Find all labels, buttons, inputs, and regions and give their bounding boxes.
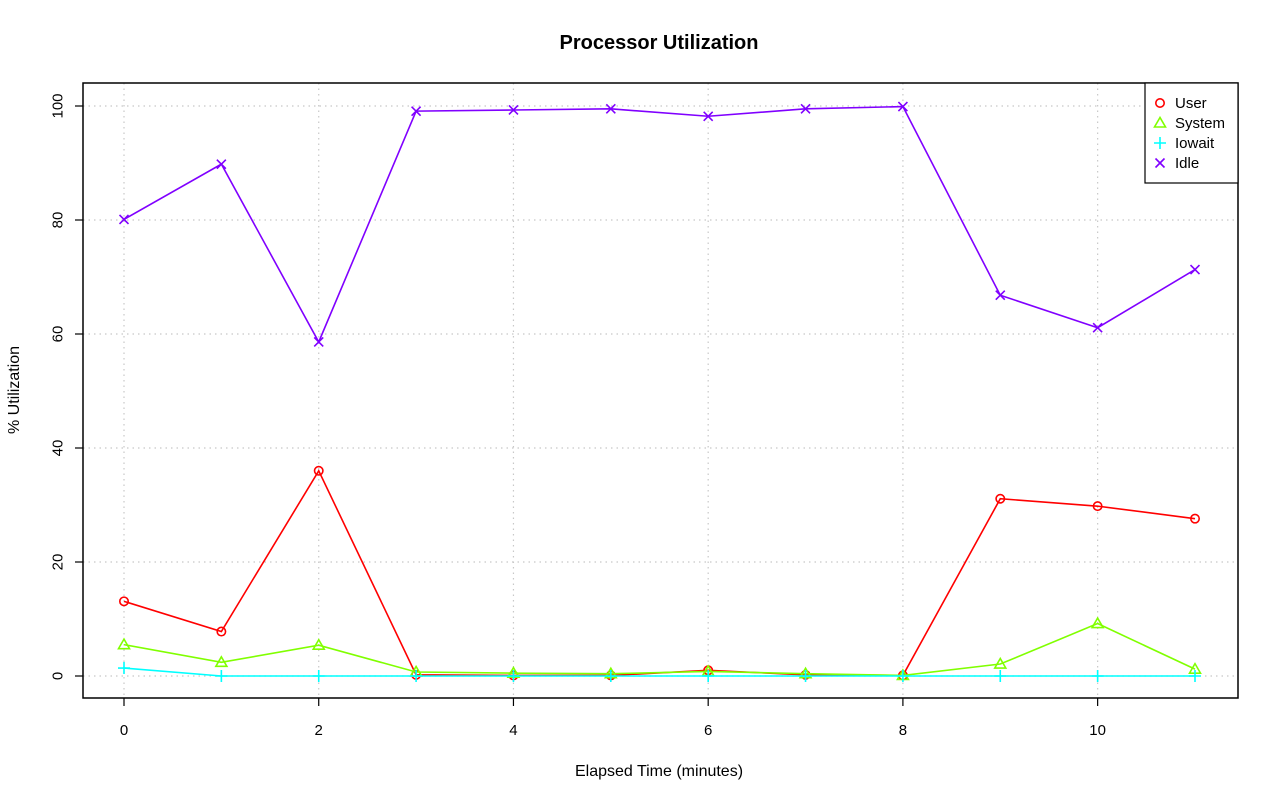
- data-point-system: [117, 637, 131, 650]
- x-tick-label: 2: [315, 722, 323, 739]
- data-point-idle: [118, 214, 130, 225]
- series-line-idle: [123, 105, 1196, 344]
- x-tick-label: 8: [899, 722, 907, 739]
- data-point-idle: [703, 111, 714, 122]
- y-tick-label: 100: [50, 93, 67, 118]
- legend-marker-user: [1155, 98, 1166, 109]
- data-point-idle: [313, 336, 324, 348]
- data-point-user: [995, 493, 1006, 504]
- chart-title: Processor Utilization: [560, 32, 759, 54]
- data-point-iowait: [604, 670, 617, 682]
- series-user: [119, 465, 1201, 681]
- legend-marker-idle: [1154, 157, 1166, 169]
- series-system: [117, 616, 1202, 681]
- data-point-system: [1090, 616, 1105, 629]
- data-point-system: [993, 656, 1008, 669]
- data-point-system: [214, 655, 229, 668]
- x-tick-label: 0: [120, 722, 128, 739]
- data-point-idle: [995, 290, 1006, 301]
- series-line-iowait: [123, 667, 1195, 677]
- data-point-iowait: [507, 670, 520, 682]
- y-tick-label: 20: [50, 554, 67, 571]
- data-point-idle: [508, 104, 519, 116]
- data-point-system: [311, 638, 326, 651]
- y-tick-label: 80: [50, 212, 67, 229]
- series-line-user: [123, 469, 1196, 677]
- data-point-iowait: [215, 670, 228, 682]
- data-point-iowait: [312, 670, 325, 682]
- y-axis-label: % Utilization: [6, 346, 23, 434]
- series-iowait: [118, 662, 1201, 682]
- series-layer: [117, 101, 1202, 682]
- y-tick-label: 40: [50, 440, 67, 457]
- data-point-iowait: [994, 670, 1007, 682]
- legend-label-user: User: [1175, 95, 1207, 112]
- x-axis-label: Elapsed Time (minutes): [575, 763, 743, 780]
- data-point-user: [1092, 501, 1103, 512]
- x-tick-label: 10: [1089, 722, 1106, 739]
- data-point-iowait: [1189, 670, 1201, 682]
- data-point-user: [1190, 513, 1201, 524]
- data-point-iowait: [118, 662, 130, 675]
- data-point-user: [313, 465, 324, 476]
- x-tick-label: 4: [509, 722, 517, 739]
- data-point-iowait: [799, 670, 812, 682]
- legend: User System Iowait Idle: [1144, 82, 1239, 184]
- y-tick-label: 0: [50, 672, 67, 680]
- data-point-iowait: [702, 670, 715, 682]
- data-point-iowait: [410, 670, 423, 682]
- legend-box: [1144, 82, 1239, 184]
- data-point-user: [119, 596, 130, 607]
- data-point-iowait: [896, 670, 909, 682]
- series-idle: [118, 101, 1201, 348]
- legend-label-idle: Idle: [1175, 155, 1199, 172]
- legend-marker-iowait: [1154, 137, 1166, 149]
- legend-marker-system: [1153, 115, 1167, 128]
- data-point-idle: [1092, 322, 1103, 333]
- x-tick-label: 6: [704, 722, 712, 739]
- data-point-idle: [1189, 264, 1201, 275]
- data-point-iowait: [1091, 670, 1104, 682]
- grid-lines: [83, 83, 1238, 698]
- y-tick-label: 60: [50, 326, 67, 343]
- data-point-idle: [216, 159, 227, 170]
- data-point-idle: [897, 101, 908, 112]
- data-point-idle: [800, 103, 811, 114]
- legend-label-iowait: Iowait: [1175, 135, 1215, 152]
- data-point-user: [216, 626, 227, 637]
- data-point-idle: [411, 106, 422, 117]
- legend-label-system: System: [1175, 115, 1225, 132]
- data-point-idle: [605, 103, 616, 114]
- plot-frame: [82, 82, 1239, 699]
- series-line-system: [123, 622, 1196, 677]
